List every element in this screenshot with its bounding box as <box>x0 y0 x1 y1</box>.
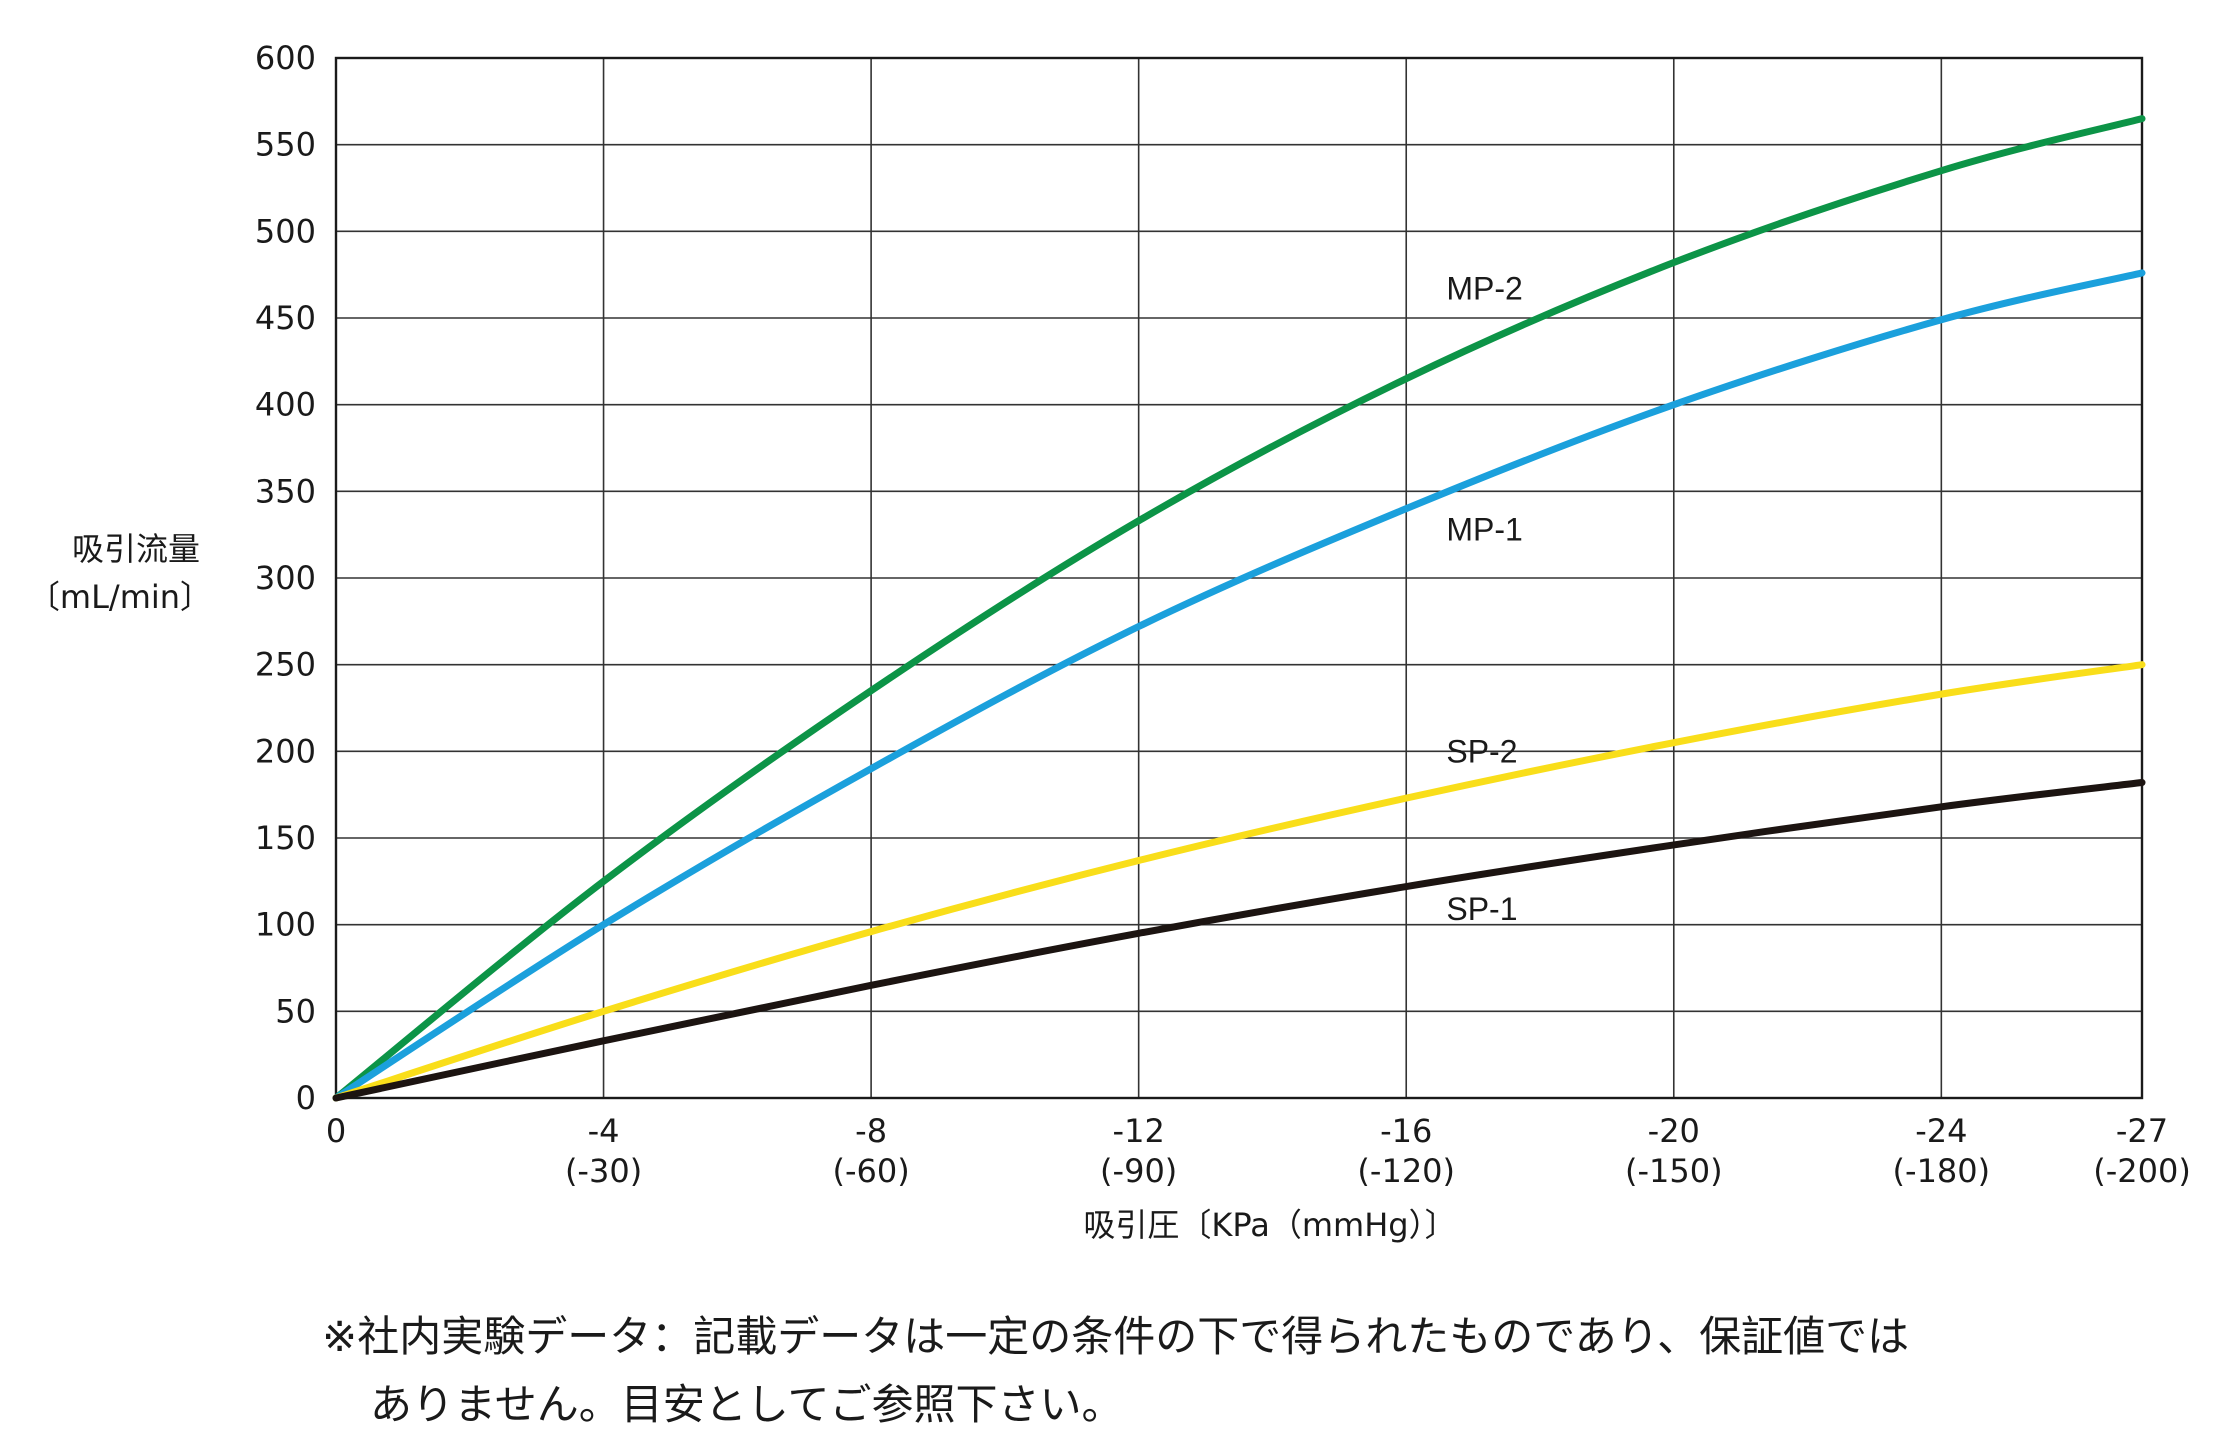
series-line-sp-2 <box>332 661 2146 1102</box>
x-tick-label-mmhg: (-150) <box>1625 1152 1723 1190</box>
x-tick-label: -4 <box>588 1112 620 1150</box>
series-labels: MP-2 MP-1 SP-2 SP-1 <box>1446 271 1522 928</box>
grid <box>334 56 2144 1100</box>
series-line-sp-1 <box>332 779 2146 1102</box>
x-tick-label-mmhg: (-30) <box>565 1152 642 1190</box>
x-tick-label-mmhg: (-180) <box>1893 1152 1991 1190</box>
y-tick-label: 600 <box>255 39 316 77</box>
series-line-mp-2 <box>332 115 2146 1102</box>
series-label-mp-2: MP-2 <box>1446 271 1522 307</box>
y-tick-label: 0 <box>296 1079 316 1117</box>
y-tick-label: 50 <box>275 992 316 1030</box>
series-label-mp-1: MP-1 <box>1446 511 1522 547</box>
x-tick-label: -20 <box>1648 1112 1700 1150</box>
y-axis-title-line2: 〔mL/min〕 <box>28 578 212 616</box>
series-label-sp-1: SP-1 <box>1446 891 1517 927</box>
footnote: ※社内実験データ：記載データは一定の条件の下で得られたものであり、保証値では あ… <box>322 1303 2202 1439</box>
footnote-line2: ありません。目安としてご参照下さい。 <box>370 1380 1124 1429</box>
y-tick-label: 100 <box>255 906 316 944</box>
plot-frame <box>334 56 2144 1100</box>
y-tick-label: 500 <box>255 212 316 250</box>
series-lines <box>332 115 2146 1102</box>
x-tick-label: -16 <box>1380 1112 1432 1150</box>
x-tick-label: 0 <box>326 1112 346 1150</box>
x-tick-label: -24 <box>1915 1112 1967 1150</box>
x-tick-label-mmhg: (-60) <box>832 1152 909 1190</box>
y-tick-label: 200 <box>255 732 316 770</box>
y-tick-label: 400 <box>255 386 316 424</box>
y-tick-label: 450 <box>255 299 316 337</box>
x-tick-label: -27 <box>2116 1112 2168 1150</box>
y-tick-label: 550 <box>255 126 316 164</box>
x-tick-label-mmhg: (-120) <box>1357 1152 1455 1190</box>
x-tick-label-mmhg: (-90) <box>1100 1152 1177 1190</box>
y-axis-title-line1: 吸引流量 <box>72 530 200 568</box>
x-axis-title: 吸引圧〔KPa（mmHg）〕 <box>1083 1206 1456 1244</box>
y-tick-label: 150 <box>255 819 316 857</box>
x-tick-label-mmhg: (-200) <box>2093 1152 2191 1190</box>
y-tick-label: 350 <box>255 472 316 510</box>
x-tick-label: -12 <box>1113 1112 1165 1150</box>
series-line-mp-1 <box>332 269 2146 1102</box>
series-label-sp-2: SP-2 <box>1446 733 1517 769</box>
footnote-line1: ※社内実験データ：記載データは一定の条件の下で得られたものであり、保証値では <box>322 1312 1910 1361</box>
y-tick-label: 250 <box>255 646 316 684</box>
x-tick-label: -8 <box>855 1112 887 1150</box>
y-tick-label: 300 <box>255 559 316 597</box>
